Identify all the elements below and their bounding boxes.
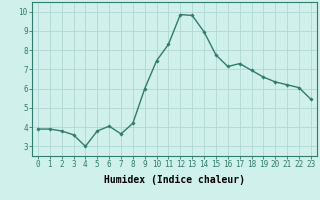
X-axis label: Humidex (Indice chaleur): Humidex (Indice chaleur) [104, 175, 245, 185]
